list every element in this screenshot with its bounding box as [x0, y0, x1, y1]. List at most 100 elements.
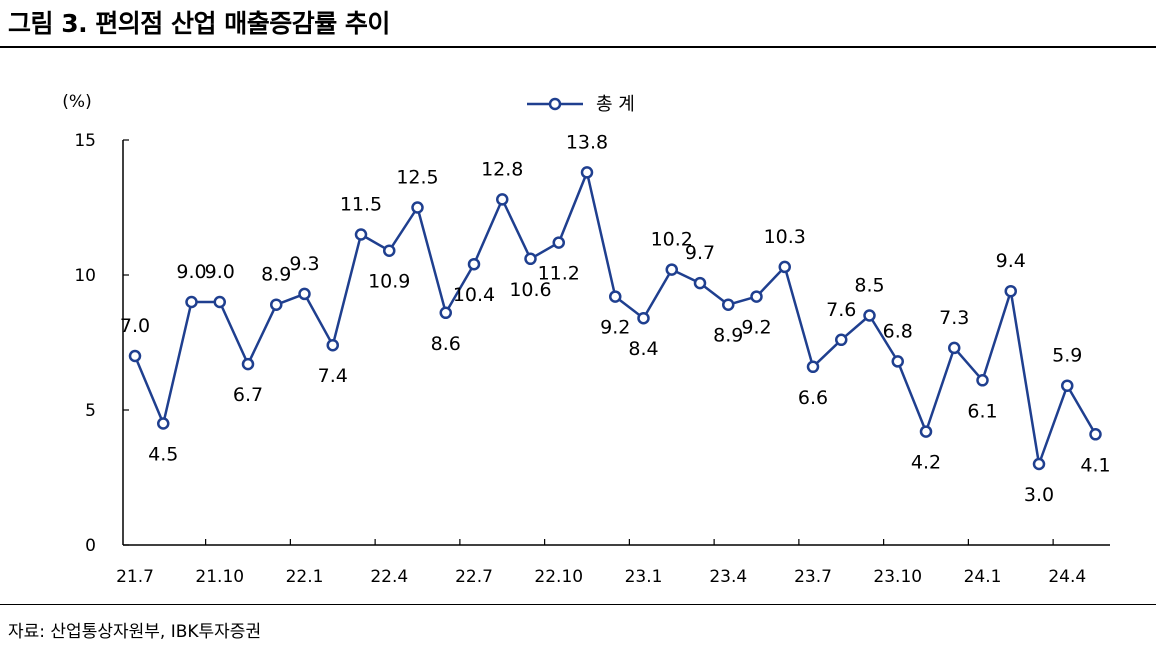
data-label: 13.8 — [566, 131, 608, 153]
source-note: 자료: 산업통상자원부, IBK투자증권 — [8, 622, 262, 642]
figure-title: 그림 3. 편의점 산업 매출증감률 추이 — [8, 9, 390, 38]
legend: 총 계 — [527, 94, 635, 115]
data-label: 12.8 — [481, 158, 523, 180]
data-point — [185, 295, 198, 309]
data-label: 6.8 — [883, 320, 913, 342]
x-tick-label: 22.4 — [370, 567, 408, 587]
data-label: 9.3 — [289, 253, 319, 275]
data-point — [1061, 379, 1074, 392]
data-labels: 7.04.59.09.06.78.99.37.411.510.912.58.61… — [120, 131, 1111, 506]
data-point — [835, 333, 848, 347]
data-point — [241, 357, 255, 371]
data-point — [722, 298, 735, 311]
data-point — [354, 228, 368, 241]
y-tick-label: 15 — [74, 131, 96, 151]
x-tick-label: 22.10 — [534, 567, 583, 587]
data-label: 6.1 — [967, 400, 997, 422]
x-tick-label: 24.1 — [964, 567, 1002, 587]
data-point — [439, 306, 452, 320]
data-point — [948, 341, 961, 355]
data-point — [976, 374, 989, 387]
y-axis-ticks: 0 5 10 15 — [74, 131, 129, 556]
data-label: 3.0 — [1024, 484, 1054, 506]
data-label: 4.5 — [148, 444, 178, 466]
data-label: 9.7 — [685, 242, 715, 264]
data-label: 9.4 — [996, 250, 1026, 272]
chart-axes — [122, 140, 1110, 546]
data-point — [863, 309, 876, 322]
x-tick-label: 22.7 — [455, 567, 493, 587]
data-point — [693, 276, 707, 290]
data-point — [806, 360, 820, 374]
data-label: 9.0 — [176, 261, 206, 283]
data-label: 9.2 — [600, 317, 630, 339]
data-label: 7.4 — [318, 365, 348, 387]
y-tick-label: 10 — [74, 266, 96, 286]
data-label: 7.6 — [826, 299, 856, 321]
x-tick-label: 22.1 — [286, 567, 324, 587]
x-tick-label: 23.4 — [709, 567, 747, 587]
legend-label: 총 계 — [596, 94, 635, 115]
data-point — [580, 166, 594, 179]
data-point — [552, 236, 565, 249]
data-point — [778, 260, 791, 274]
data-label: 10.9 — [368, 271, 410, 293]
data-label: 9.0 — [205, 261, 235, 283]
data-label: 11.2 — [538, 263, 580, 285]
data-label: 10.2 — [651, 229, 693, 251]
data-label: 10.4 — [453, 284, 495, 306]
y-unit-label: (%) — [62, 92, 91, 112]
data-point — [326, 338, 339, 352]
data-label: 7.0 — [120, 315, 150, 337]
data-point — [157, 417, 170, 430]
data-label: 10.3 — [764, 226, 806, 248]
data-point — [637, 311, 650, 325]
data-point — [891, 355, 904, 368]
y-tick-label: 0 — [85, 536, 96, 556]
data-label: 10.6 — [509, 279, 551, 301]
data-point — [383, 244, 396, 257]
data-point — [213, 295, 226, 309]
x-axis-ticks: 21.7 21.10 22.1 22.4 22.7 22.10 23.1 23.4 23.7 23… — [116, 539, 1086, 587]
data-label: 7.3 — [939, 307, 969, 329]
x-tick-label: 23.1 — [625, 567, 663, 587]
data-point — [270, 298, 283, 311]
footer-divider — [0, 604, 1156, 605]
data-point — [1004, 284, 1017, 298]
data-label: 5.9 — [1052, 345, 1082, 367]
data-label: 4.1 — [1080, 454, 1110, 476]
x-tick-label: 21.10 — [195, 567, 244, 587]
data-point — [524, 252, 537, 266]
x-tick-label: 23.7 — [794, 567, 832, 587]
data-label: 4.2 — [911, 452, 941, 474]
data-point — [298, 287, 311, 301]
sales-growth-line-chart: 0 5 10 15 21.7 21.10 22.1 22.4 22.7 22.10 23.1 23.… — [62, 92, 1111, 587]
data-label: 6.7 — [233, 384, 263, 406]
x-tick-label: 21.7 — [116, 567, 154, 587]
data-point — [919, 425, 933, 438]
data-point — [609, 290, 622, 303]
data-point — [665, 263, 678, 276]
x-tick-label: 23.10 — [873, 567, 922, 587]
data-point — [750, 290, 763, 303]
data-point — [496, 193, 509, 206]
data-point — [1032, 457, 1046, 471]
series-markers — [128, 166, 1102, 471]
data-label: 6.6 — [798, 387, 828, 409]
data-point — [128, 349, 142, 363]
data-label: 9.2 — [741, 317, 771, 339]
data-label: 8.6 — [431, 333, 461, 355]
y-tick-label: 5 — [85, 401, 96, 421]
data-label: 12.5 — [396, 167, 438, 189]
legend-marker-swatch — [548, 97, 562, 111]
data-point — [1089, 428, 1102, 441]
data-label: 8.9 — [261, 264, 291, 286]
x-tick-label: 24.4 — [1048, 567, 1086, 587]
title-divider — [0, 46, 1156, 48]
data-label: 8.9 — [713, 325, 743, 347]
data-label: 11.5 — [340, 194, 382, 216]
data-label: 8.4 — [628, 338, 658, 360]
data-point — [411, 201, 424, 214]
data-label: 8.5 — [854, 275, 884, 297]
data-point — [467, 257, 481, 271]
